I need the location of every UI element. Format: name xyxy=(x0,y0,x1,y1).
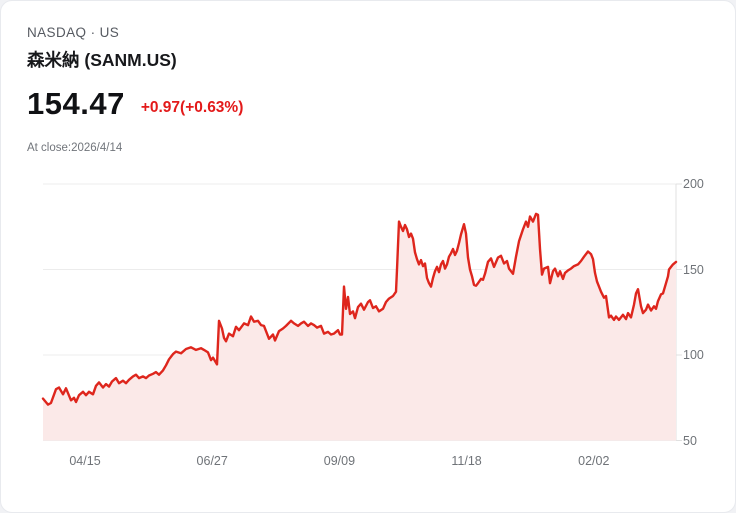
y-tick-label: 150 xyxy=(683,262,704,277)
chart-canvas[interactable] xyxy=(1,171,736,471)
price-chart[interactable]: 200 150 100 50 04/15 06/27 09/09 11/18 02/02 xyxy=(1,171,736,481)
price-row: 154.47 +0.97(+0.63%) xyxy=(27,85,243,121)
as-of-label: At close:2026/4/14 xyxy=(27,142,123,154)
y-tick-label: 100 xyxy=(683,348,704,362)
x-tick-label: 06/27 xyxy=(196,454,228,468)
price-area-fill xyxy=(43,213,676,441)
x-tick-label: 09/09 xyxy=(323,454,356,468)
x-tick-label: 02/02 xyxy=(578,454,610,468)
y-tick-label: 200 xyxy=(683,177,704,191)
last-price: 154.47 xyxy=(27,86,125,121)
exchange-label: NASDAQ · US xyxy=(27,25,120,40)
x-tick-label: 11/18 xyxy=(451,454,482,468)
y-tick-label: 50 xyxy=(683,433,697,448)
price-line[interactable] xyxy=(41,212,678,406)
price-change: +0.97(+0.63%) xyxy=(140,99,244,116)
stock-title: 森米納 (SANM.US) xyxy=(27,50,177,70)
x-tick-label: 04/15 xyxy=(69,454,101,468)
